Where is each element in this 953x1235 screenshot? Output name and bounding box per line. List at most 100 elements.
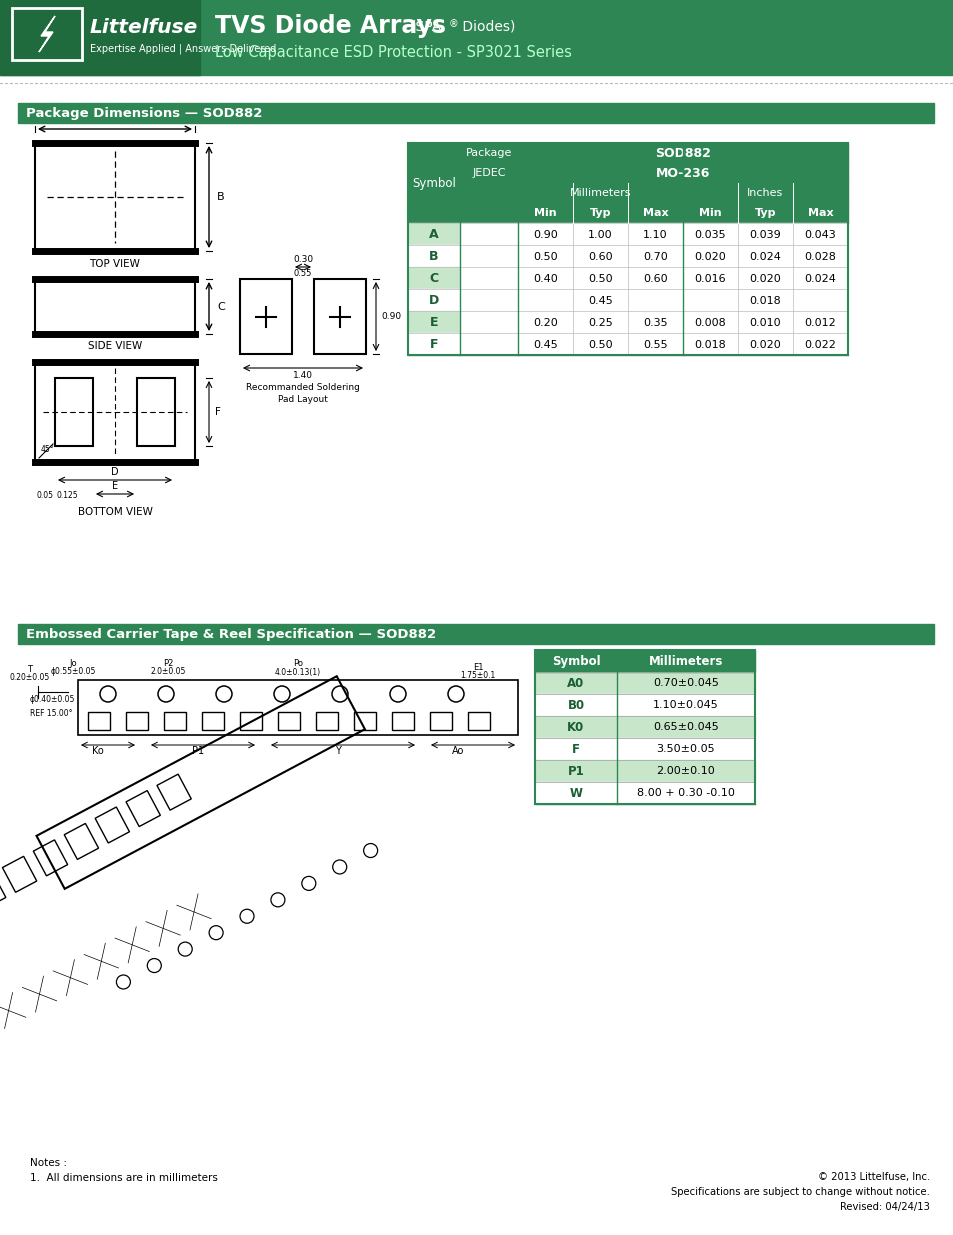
Text: 0.008: 0.008: [694, 317, 725, 327]
Text: 0.039: 0.039: [749, 230, 781, 240]
Text: 1.00: 1.00: [588, 230, 612, 240]
Bar: [137, 378, 174, 446]
Text: Min: Min: [534, 209, 557, 219]
Text: 1.40: 1.40: [293, 372, 313, 380]
Text: C: C: [429, 272, 438, 285]
Bar: [314, 279, 366, 354]
Text: Min: Min: [699, 209, 721, 219]
Bar: [55, 378, 92, 446]
Text: 0.50: 0.50: [588, 340, 612, 350]
Bar: [517, 267, 847, 289]
Text: MO-236: MO-236: [655, 167, 709, 180]
Text: 0.020: 0.020: [749, 340, 781, 350]
Bar: [164, 713, 186, 730]
Text: Pad Layout: Pad Layout: [277, 394, 328, 404]
Bar: [517, 143, 847, 163]
Bar: [126, 713, 148, 730]
Text: Max: Max: [807, 209, 832, 219]
Bar: [517, 163, 847, 183]
Text: Ao: Ao: [452, 746, 464, 756]
Text: E: E: [112, 480, 118, 492]
Bar: [792, 203, 847, 224]
Bar: [535, 672, 754, 694]
Text: 0.50: 0.50: [588, 273, 612, 284]
Text: K0: K0: [567, 721, 584, 734]
Text: B0: B0: [567, 699, 584, 713]
Text: 0.018: 0.018: [749, 295, 781, 305]
Text: 0.90: 0.90: [533, 230, 558, 240]
Text: 0.125: 0.125: [57, 492, 78, 500]
Text: 0.20±0.05: 0.20±0.05: [10, 673, 51, 683]
Bar: [88, 713, 110, 730]
Text: 0.010: 0.010: [749, 317, 781, 327]
Bar: [535, 650, 754, 804]
Bar: [408, 267, 459, 289]
Text: 0.60: 0.60: [642, 273, 667, 284]
Text: 1.75±0.1: 1.75±0.1: [460, 672, 496, 680]
Text: 3.50±0.05: 3.50±0.05: [656, 745, 715, 755]
Text: Low Capacitance ESD Protection - SP3021 Series: Low Capacitance ESD Protection - SP3021 …: [214, 46, 571, 61]
Bar: [315, 713, 337, 730]
Text: A0: A0: [567, 677, 584, 690]
Bar: [682, 203, 738, 224]
Bar: [517, 333, 847, 354]
Bar: [12, 7, 82, 61]
Text: 2.00±0.10: 2.00±0.10: [656, 767, 715, 777]
Bar: [682, 183, 847, 203]
Text: 0.35: 0.35: [642, 317, 667, 327]
Text: Notes :
1.  All dimensions are in millimeters: Notes : 1. All dimensions are in millime…: [30, 1158, 217, 1183]
Text: JEDEC: JEDEC: [472, 168, 505, 179]
Text: P1: P1: [567, 764, 584, 778]
Text: B: B: [216, 191, 224, 203]
Bar: [459, 333, 517, 354]
Bar: [573, 203, 627, 224]
Bar: [459, 183, 517, 203]
Text: 4.0±0.13(1): 4.0±0.13(1): [274, 667, 321, 677]
Text: Diodes): Diodes): [457, 19, 515, 33]
Text: BOTTOM VIEW: BOTTOM VIEW: [77, 508, 152, 517]
Bar: [517, 289, 847, 311]
Bar: [408, 311, 459, 333]
Text: TVS Diode Arrays: TVS Diode Arrays: [214, 14, 446, 38]
Bar: [0, 0, 953, 75]
Bar: [35, 279, 194, 333]
Text: 0.043: 0.043: [803, 230, 836, 240]
Bar: [468, 713, 490, 730]
Bar: [535, 650, 754, 672]
Text: C: C: [216, 301, 225, 311]
Text: SOD882: SOD882: [655, 147, 710, 161]
Bar: [459, 289, 517, 311]
Bar: [408, 333, 459, 354]
Text: Millimeters: Millimeters: [569, 189, 631, 199]
Text: TOP VIEW: TOP VIEW: [90, 259, 140, 269]
Text: Y: Y: [335, 746, 340, 756]
Text: 0.020: 0.020: [694, 252, 725, 262]
Text: 0.25: 0.25: [587, 317, 612, 327]
Bar: [459, 224, 517, 245]
Bar: [354, 713, 375, 730]
Bar: [459, 311, 517, 333]
Text: W: W: [569, 787, 582, 800]
Text: 0.024: 0.024: [749, 252, 781, 262]
Bar: [408, 143, 459, 224]
Text: 1.10: 1.10: [642, 230, 667, 240]
Text: 0.028: 0.028: [803, 252, 836, 262]
Text: Jo: Jo: [70, 659, 77, 668]
Text: Inches: Inches: [746, 189, 782, 199]
Bar: [18, 103, 933, 124]
Bar: [430, 713, 452, 730]
Bar: [240, 713, 262, 730]
Text: Max: Max: [642, 209, 668, 219]
Text: 0.05: 0.05: [37, 492, 54, 500]
Text: Ko: Ko: [92, 746, 104, 756]
Text: 0.30: 0.30: [293, 254, 313, 263]
Text: 0.45: 0.45: [587, 295, 612, 305]
Text: 0.40: 0.40: [533, 273, 558, 284]
Text: D: D: [112, 467, 119, 477]
Text: 0.022: 0.022: [803, 340, 836, 350]
Text: © 2013 Littelfuse, Inc.
Specifications are subject to change without notice.
Rev: © 2013 Littelfuse, Inc. Specifications a…: [670, 1172, 929, 1212]
Text: 0.035: 0.035: [694, 230, 725, 240]
Text: B: B: [429, 249, 438, 263]
Bar: [517, 245, 847, 267]
Text: Package Dimensions — SOD882: Package Dimensions — SOD882: [26, 107, 262, 120]
